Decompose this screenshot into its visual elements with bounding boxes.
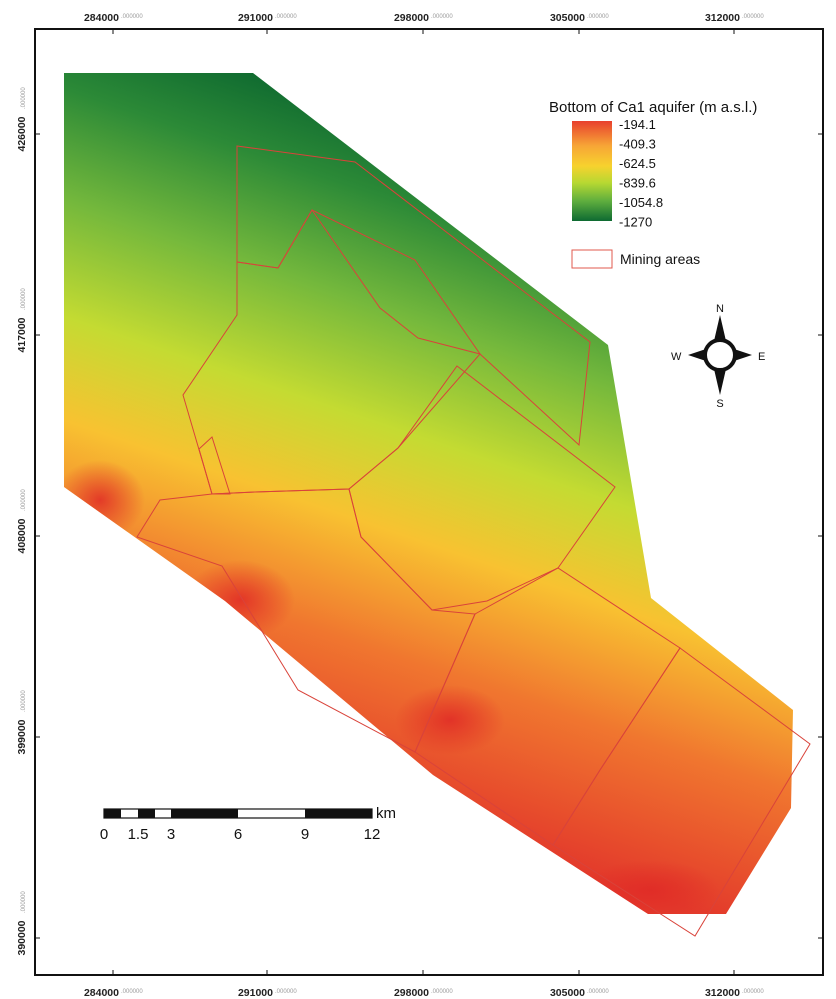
y-tick-sublabel: .000000 [21, 489, 27, 511]
compass-south-arrow [714, 369, 726, 395]
x-tick-sublabel: .000000 [275, 989, 297, 995]
y-tick-sublabel: .000000 [21, 288, 27, 310]
x-tick-sublabel: .000000 [121, 14, 143, 20]
compass-w: W [671, 351, 682, 363]
legend-ramp-labels: -194.1 -409.3 -624.5 -839.6 -1054.8 -1270 [619, 117, 663, 230]
y-tick-sublabel: .000000 [21, 891, 27, 913]
scale-bar-label: 6 [234, 826, 242, 843]
y-tick-label: 417000 [16, 317, 28, 352]
x-tick-label: 312000 [705, 987, 740, 999]
x-tick-label: 284000 [84, 12, 119, 24]
compass-rose: N S E W [671, 303, 765, 410]
legend-ramp-value: -194.1 [619, 117, 656, 132]
mining-area-boundaries [136, 145, 811, 937]
scale-bar-label: 1.5 [128, 826, 149, 843]
scale-bar-label: 9 [301, 826, 309, 843]
y-tick-label: 426000 [16, 116, 28, 151]
aquifer-bottom-raster [64, 73, 793, 914]
legend: Bottom of Ca1 aquifer (m a.s.l.) -194.1-… [549, 99, 757, 269]
legend-ramp-value: -1054.8 [619, 195, 663, 210]
x-tick-sublabel: .000000 [121, 989, 143, 995]
y-tick-sublabel: .000000 [21, 87, 27, 109]
x-tick-sublabel: .000000 [742, 14, 764, 20]
legend-ramp-value: -624.5 [619, 156, 656, 171]
scale-bar-unit: km [376, 805, 396, 822]
compass-north-arrow [714, 315, 726, 341]
y-tick-sublabel: .000000 [21, 690, 27, 712]
x-tick-label: 312000 [705, 12, 740, 24]
scale-bar-label: 0 [100, 826, 108, 843]
compass-west-arrow [688, 349, 706, 361]
compass-s: S [716, 398, 723, 410]
legend-ramp-value: -409.3 [619, 137, 656, 152]
scale-bar-label: 12 [364, 826, 381, 843]
legend-title: Bottom of Ca1 aquifer (m a.s.l.) [549, 99, 757, 116]
scale-bar-labels: 0 1.5 3 6 9 12 [100, 826, 381, 843]
legend-color-ramp [572, 121, 612, 221]
legend-ramp-value: -839.6 [619, 176, 656, 191]
y-tick-label: 408000 [16, 518, 28, 553]
compass-n: N [716, 303, 724, 315]
x-tick-sublabel: .000000 [431, 989, 453, 995]
x-axis-bottom: 284000.000000 291000.000000 298000.000000 3… [84, 970, 764, 999]
x-tick-label: 291000 [238, 12, 273, 24]
x-axis-top: 284000.000000 291000.000000 298000.000000 3… [84, 12, 764, 34]
x-tick-sublabel: .000000 [431, 14, 453, 20]
x-tick-label: 305000 [550, 12, 585, 24]
scale-bar: 0 1.5 3 6 9 12 km [100, 805, 396, 843]
map-frame [34, 28, 824, 976]
mining-area-swatch [571, 249, 613, 269]
y-tick-label: 399000 [16, 719, 28, 754]
compass-east-arrow [734, 349, 752, 361]
x-tick-label: 298000 [394, 12, 429, 24]
x-tick-label: 291000 [238, 987, 273, 999]
x-tick-sublabel: .000000 [275, 14, 297, 20]
x-tick-sublabel: .000000 [587, 989, 609, 995]
scale-bar-label: 3 [167, 826, 175, 843]
legend-ramp-value: -1270 [619, 215, 652, 230]
compass-ring [703, 338, 737, 372]
x-tick-sublabel: .000000 [587, 14, 609, 20]
x-tick-label: 284000 [84, 987, 119, 999]
x-tick-label: 305000 [550, 987, 585, 999]
x-tick-sublabel: .000000 [742, 989, 764, 995]
compass-e: E [758, 351, 765, 363]
y-tick-label: 390000 [16, 920, 28, 955]
mining-area-label: Mining areas [620, 251, 700, 267]
y-axis-left: 426000 .000000 417000 .000000 408000 .000000 3… [16, 87, 823, 956]
x-tick-label: 298000 [394, 987, 429, 999]
